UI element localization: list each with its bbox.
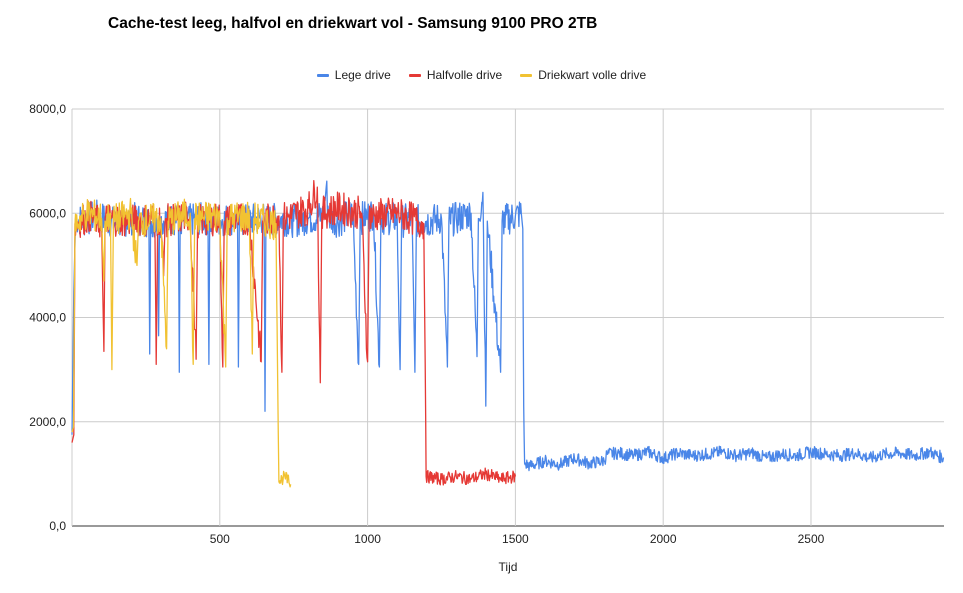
series-line-driekwart-volle-drive (71, 197, 292, 488)
legend-swatch-lege-drive (316, 73, 329, 77)
x-axis-title: Tijd (498, 560, 518, 574)
legend-swatch-halfvolle-drive (408, 73, 421, 77)
y-tick-label: 8000,0 (29, 102, 66, 116)
x-tick-label: 2500 (798, 532, 825, 546)
y-tick-label: 4000,0 (29, 311, 66, 325)
legend-label-lege-drive: Lege drive (334, 68, 391, 82)
legend-item-lege-drive[interactable]: Lege drive (316, 68, 391, 82)
x-tick-label: 1500 (502, 532, 529, 546)
y-tick-label: 6000,0 (29, 206, 66, 220)
x-tick-label: 500 (210, 532, 230, 546)
y-tick-label: 2000,0 (29, 415, 66, 429)
chart-title: Cache-test leeg, halfvol en driekwart vo… (108, 15, 598, 32)
legend: Lege drive Halfvolle drive Driekwart vol… (0, 68, 963, 82)
legend-item-driekwart-volle-drive[interactable]: Driekwart volle drive (520, 68, 646, 82)
legend-label-halfvolle-drive: Halfvolle drive (426, 68, 503, 82)
legend-swatch-driekwart-volle-drive (520, 73, 533, 77)
legend-label-driekwart-volle-drive: Driekwart volle drive (538, 68, 647, 82)
x-tick-label: 2000 (650, 532, 677, 546)
y-tick-label: 0,0 (49, 519, 66, 533)
legend-item-halfvolle-drive[interactable]: Halfvolle drive (408, 68, 503, 82)
x-tick-label: 1000 (354, 532, 381, 546)
